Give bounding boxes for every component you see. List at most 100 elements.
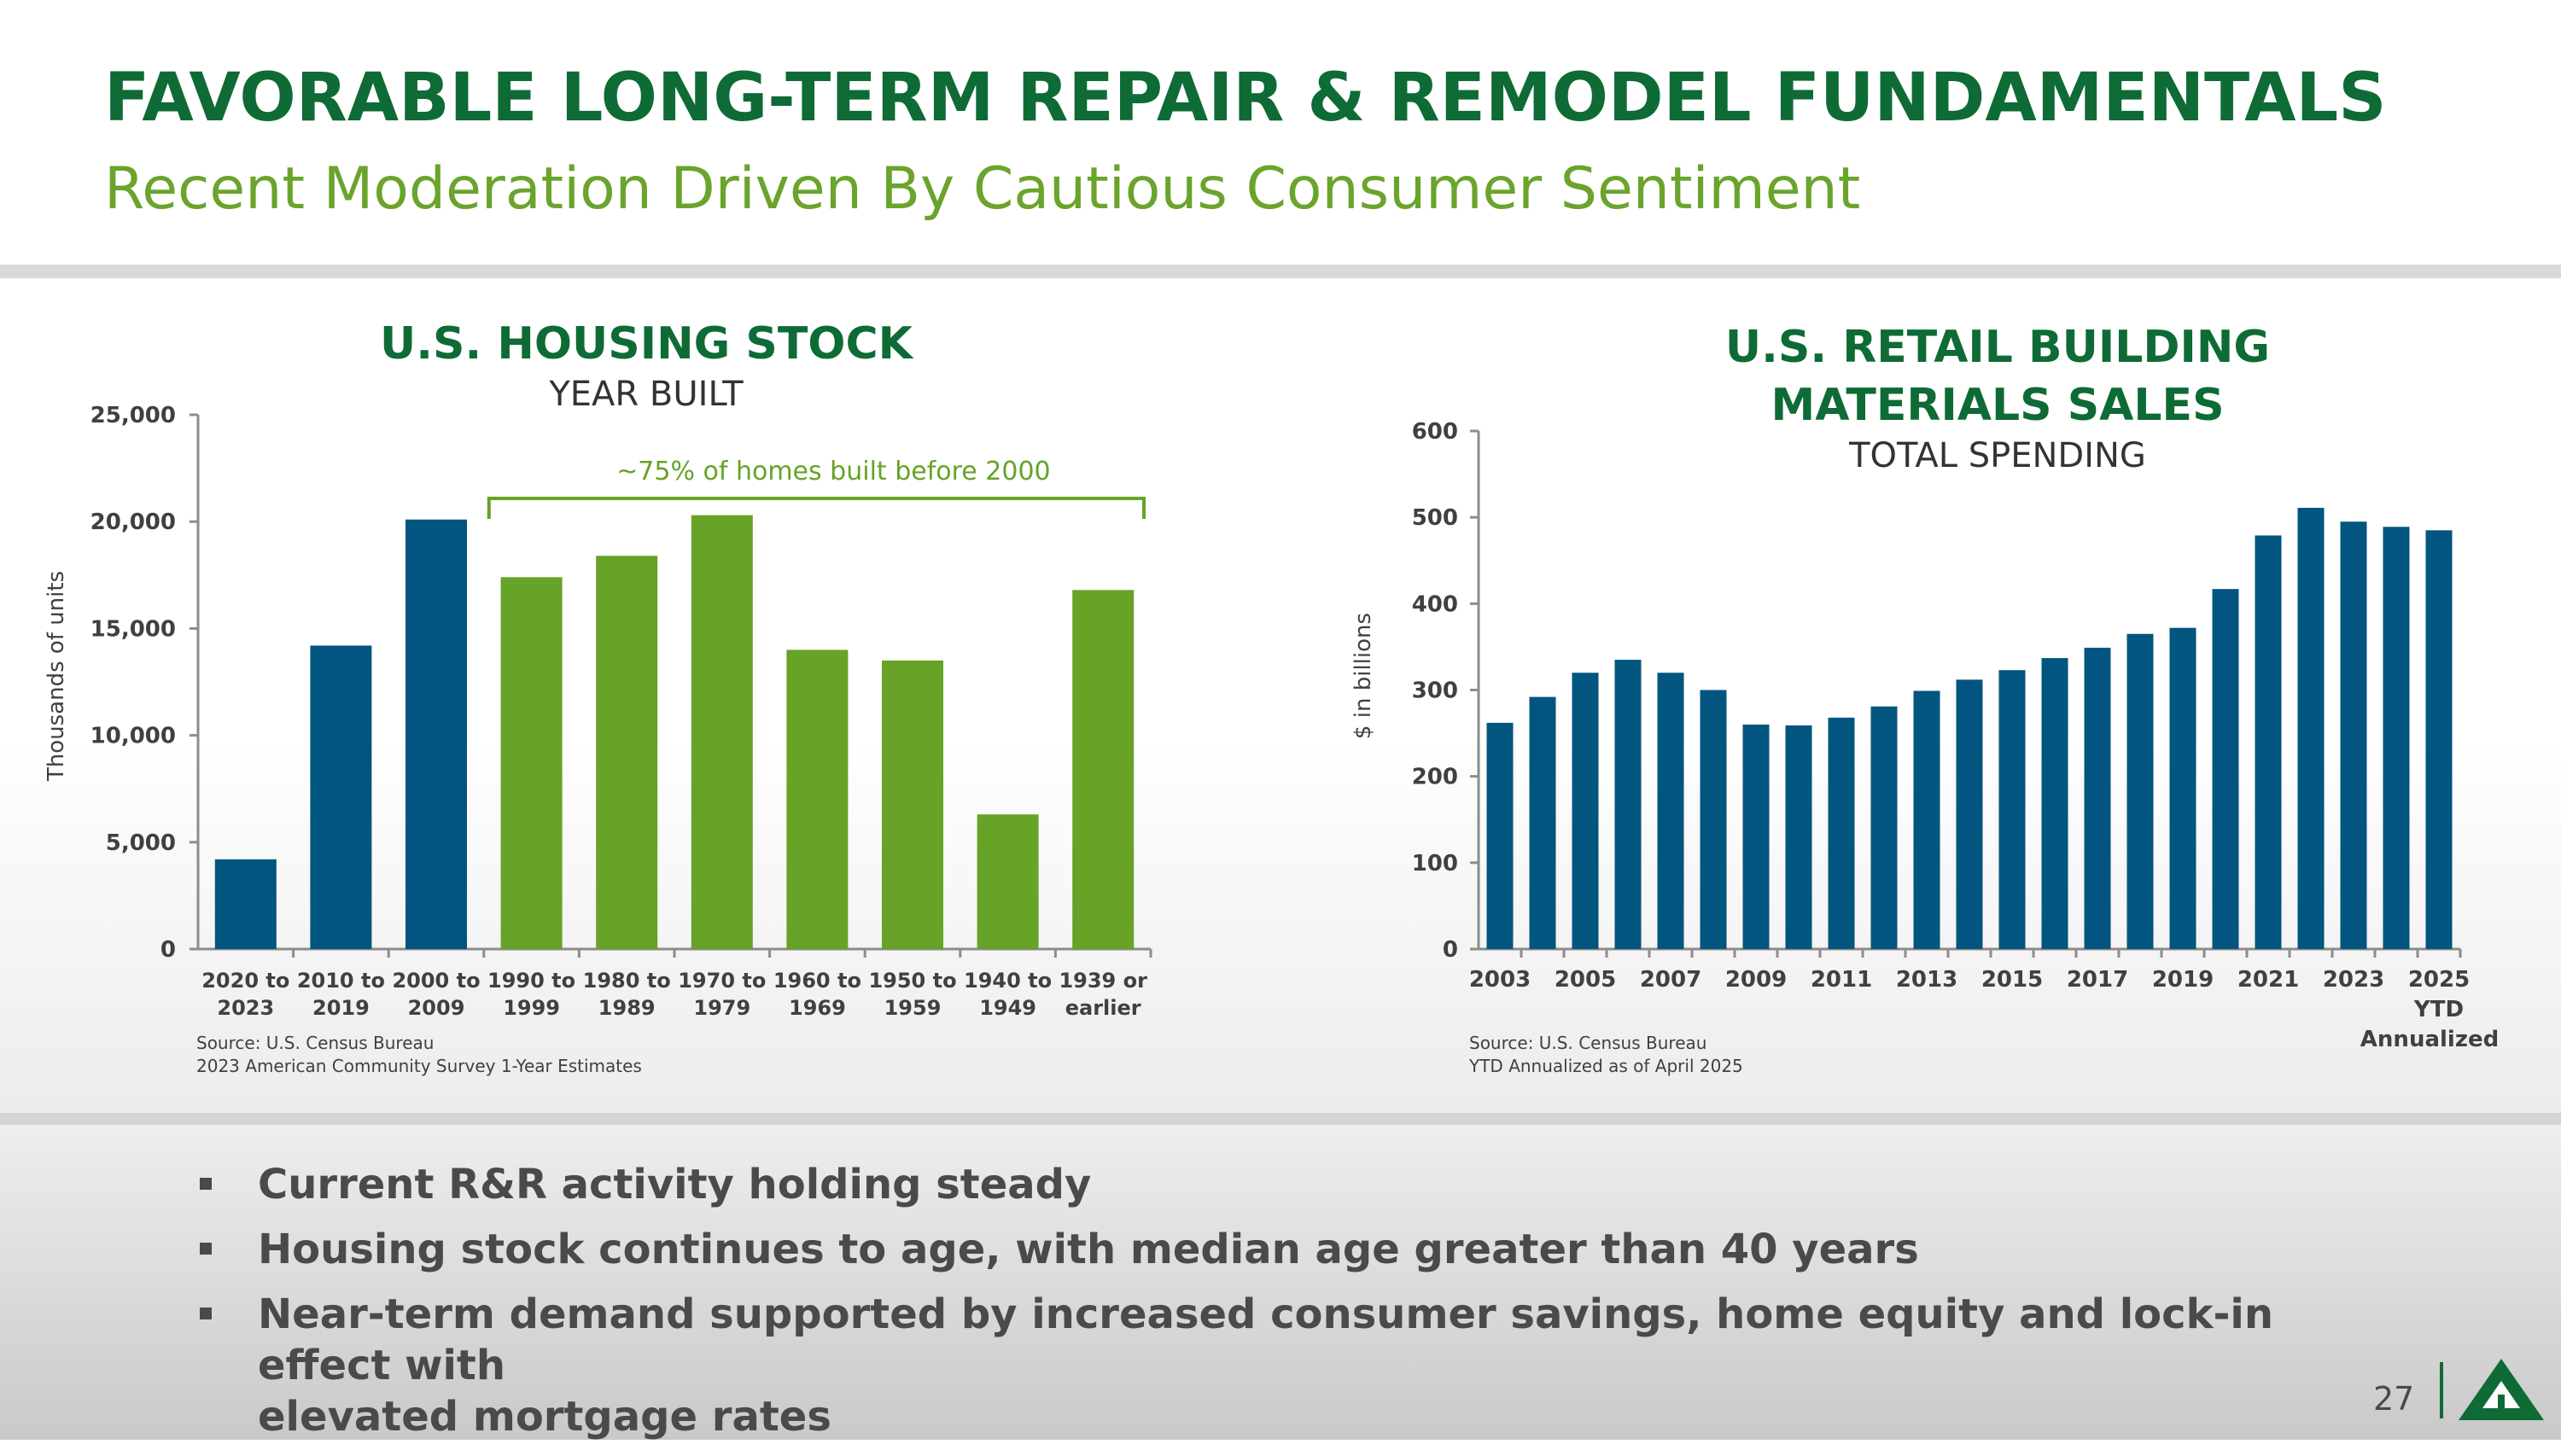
chart1-y-tick-label: 15,000 [90,616,176,642]
chart2-bar [1742,724,1770,949]
chart1-subtitle: YEAR BUILT [548,375,744,414]
bullet-text-line: Near-term demand supported by increased … [258,1290,2274,1389]
chart1-y-tick-label: 20,000 [90,510,176,535]
chart2-bar [1870,706,1898,949]
chart1-bar [310,645,372,949]
chart2-bar [2255,535,2282,949]
chart2-bar [1998,670,2026,949]
chart2-x-tick-label: 2017 [2067,967,2128,993]
chart1-x-tick-label: 1990 to [487,969,575,993]
chart1-bar [596,556,658,949]
chart2-source-note: Source: U.S. Census Bureau [1469,1033,1706,1053]
bullet-text-line: elevated mortgage rates [258,1393,831,1441]
chart2-x-tick-label: 2025 [2408,967,2470,993]
page-subtitle: Recent Moderation Driven By Cautious Con… [104,155,1861,223]
chart1-x-tick-label: 2009 [408,996,465,1020]
chart2-bar [2041,658,2068,949]
chart1-x-tick-label: 2023 [217,996,274,1020]
chart1-source-note: Source: U.S. Census Bureau [196,1033,434,1053]
chart2-x-tick-label: 2015 [1981,967,2043,993]
chart1-annotation-bracket [487,497,1146,519]
chart2-x-tick-label: 2009 [1725,967,1787,993]
bullet-square-icon [200,1178,212,1190]
chart1-bar [786,649,849,949]
chart1-x-tick-label: 1950 to [868,969,956,993]
chart2-y-tick-label: 100 [1412,851,1458,877]
chart1-x-tick-label: 1940 to [964,969,1052,993]
chart1-x-tick-label: earlier [1065,996,1141,1020]
chart2-y-tick-label: 500 [1412,505,1458,531]
page-number-divider [2440,1362,2443,1418]
triangle-arrow-logo-icon [2459,1359,2544,1420]
bullet-item: Near-term demand supported by increased … [196,1289,2331,1442]
chart2-y-tick-label: 400 [1412,591,1458,617]
bullet-text-line: Current R&R activity holding steady [258,1161,1092,1208]
chart1-x-tick-label: 1989 [598,996,656,1020]
chart1-y-tick-label: 25,000 [90,403,176,428]
chart2-x-tick-label: 2019 [2152,967,2214,993]
chart1-x-tick-label: 2000 to [392,969,480,993]
chart1-y-axis-label: Thousands of units [44,571,69,782]
chart2-y-tick-label: 200 [1412,765,1458,790]
chart2-y-tick-label: 300 [1412,678,1458,704]
chart2-bar [1956,679,1983,949]
chart2-bar [2212,589,2239,949]
bullet-text-line: Housing stock continues to age, with med… [258,1226,1919,1273]
chart2-x-tick-label: 2021 [2237,967,2299,993]
chart1-source-note: 2023 American Community Survey 1-Year Es… [196,1056,642,1076]
chart2-title: MATERIALS SALES [1771,380,2224,431]
chart1-y-tick-label: 10,000 [90,724,176,749]
chart1-bar [500,577,563,949]
chart1-y-tick-label: 5,000 [106,830,176,856]
chart2-title: U.S. RETAIL BUILDING [1725,322,2270,373]
chart2-x-tick-label: Annualized [2360,1027,2499,1052]
bullet-square-icon [200,1307,212,1319]
chart2-bar [1828,717,1855,949]
chart1-bar [405,519,467,949]
chart1-y-tick-label: 0 [160,937,176,963]
chart2-subtitle: TOTAL SPENDING [1848,436,2146,475]
chart2-x-tick-label: 2003 [1469,967,1531,993]
chart1-annotation: ~75% of homes built before 2000 [616,457,1050,486]
chart2-x-tick-label: 2011 [1811,967,1872,993]
chart2-x-tick-label: YTD [2413,997,2464,1022]
chart1-x-tick-label: 1980 to [583,969,671,993]
chart2-source-note: YTD Annualized as of April 2025 [1468,1056,1743,1076]
chart1-bar [977,814,1039,949]
chart2-x-tick-label: 2023 [2323,967,2384,993]
chart2-bar [2383,527,2410,949]
chart2-x-tick-label: 2013 [1896,967,1957,993]
chart1-x-tick-label: 1949 [979,996,1036,1020]
chart2-x-tick-label: 2007 [1640,967,1701,993]
chart2-bar [1486,722,1514,949]
chart1-x-tick-label: 1939 or [1059,969,1147,993]
page-number: 27 [2373,1380,2415,1418]
bullet-item: Housing stock continues to age, with med… [196,1224,2331,1275]
chart1-x-tick-label: 1970 to [678,969,766,993]
chart1-bar [214,859,277,949]
chart1-x-tick-label: 2010 to [297,969,385,993]
chart1-bar [1072,590,1135,949]
chart1-bar [691,515,753,949]
chart1-x-tick-label: 2019 [312,996,370,1020]
bullet-item: Current R&R activity holding steady [196,1159,2331,1210]
chart1-x-tick-label: 1979 [693,996,750,1020]
chart1-x-tick-label: 1999 [503,996,560,1020]
chart1-x-tick-label: 1959 [884,996,942,1020]
chart2-bar [2297,508,2325,949]
chart1-x-tick-label: 1960 to [773,969,861,993]
chart2-y-tick-label: 0 [1443,937,1458,963]
bullets-panel-background [0,1125,2561,1440]
chart2-y-axis-label: $ in billions [1351,613,1376,739]
chart1-x-tick-label: 2020 to [201,969,289,993]
chart2-y-tick-label: 600 [1412,419,1458,445]
chart1-x-tick-label: 1969 [789,996,846,1020]
chart2-x-tick-label: 2005 [1555,967,1616,993]
chart2-bar [2084,647,2111,949]
chart2-bar [1700,690,1727,949]
chart2-bar [1657,673,1684,949]
chart2-bar [2425,530,2453,949]
chart2-bar [1614,660,1642,949]
chart2-bar [1913,690,1940,949]
